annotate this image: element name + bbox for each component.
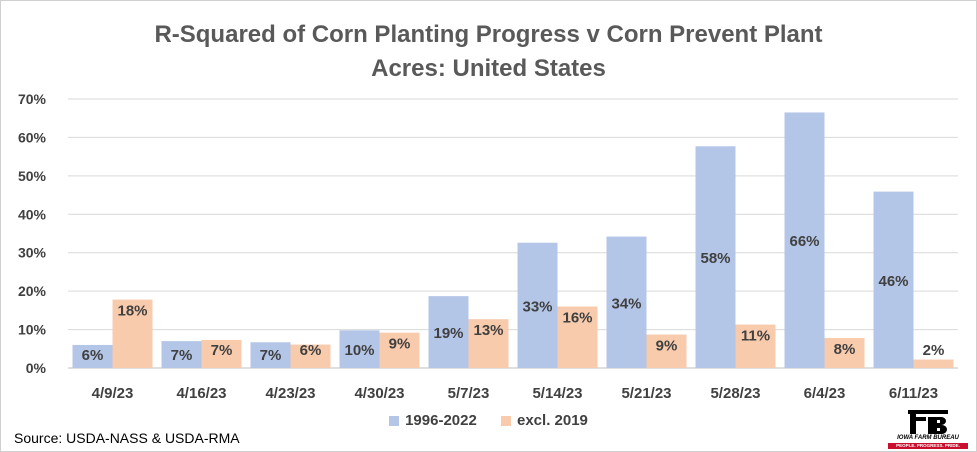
bar-base-4 [428,296,469,368]
chart-title-line-1: R-Squared of Corn Planting Progress v Co… [154,21,823,48]
data-label: 18% [117,303,147,320]
x-tick-label: 4/30/23 [354,385,404,402]
data-label: 9% [656,338,678,355]
legend-swatch-excl-2019 [501,415,511,426]
data-label: 16% [562,310,592,327]
bar-excl-1 [201,339,242,368]
data-label: 34% [611,295,641,312]
legend-label-1996-2022: 1996-2022 [405,412,477,429]
data-label: 7% [211,342,233,359]
y-tick-label: 70% [18,91,47,107]
x-tick-label: 4/9/23 [92,385,134,402]
data-label: 58% [700,250,730,267]
x-tick-label: 6/11/23 [889,385,938,402]
data-label: 7% [171,347,193,364]
chart-title-line-2: Acres: United States [371,55,606,82]
bar-excl-4 [468,319,509,368]
source-note: Source: USDA-NASS & USDA-RMA [14,430,240,446]
data-label: 66% [789,233,819,250]
legend: 1996-2022 excl. 2019 [0,412,977,430]
y-tick-label: 0% [26,360,47,376]
data-label: 8% [834,341,856,358]
bar-base-7 [695,146,736,368]
y-tick-label: 20% [18,283,47,299]
bar-excl-6 [646,334,687,368]
x-tick-label: 6/4/23 [804,385,846,402]
x-tick-label: 5/28/23 [710,385,760,402]
bar-excl-7 [735,324,776,368]
x-tick-label: 5/14/23 [532,385,582,402]
fb-logo-icon [908,410,948,434]
bar-base-0 [72,344,113,368]
x-tick-label: 5/7/23 [448,385,490,402]
x-tick-label: 4/23/23 [265,385,315,402]
bar-excl-0 [112,299,153,368]
y-tick-label: 10% [18,322,47,338]
data-label: 33% [522,298,552,315]
y-tick-label: 50% [18,168,47,184]
x-tick-label: 4/16/23 [176,385,226,402]
y-tick-label: 30% [18,245,47,261]
bar-base-5 [517,242,558,368]
bar-excl-8 [824,338,865,368]
bar-base-1 [161,341,202,368]
bar-excl-5 [557,306,598,368]
data-label: 10% [344,342,374,359]
data-label: 7% [260,347,282,364]
bar-excl-2 [290,344,331,368]
bar-base-3 [339,330,380,368]
data-label: 6% [300,342,322,359]
data-label: 11% [741,328,770,345]
data-label: 9% [389,336,411,353]
bar-base-6 [606,236,647,368]
bar-base-8 [784,112,825,368]
logo-name-text: IOWA FARM BUREAU [897,435,959,441]
legend-item-1996-2022: 1996-2022 [389,412,477,429]
chart-title: R-Squared of Corn Planting Progress v Co… [0,18,977,86]
data-label: 2% [923,342,945,359]
bar-excl-9 [913,359,954,368]
data-label: 13% [473,322,503,339]
y-tick-label: 60% [18,129,47,145]
legend-label-excl-2019: excl. 2019 [517,412,588,429]
logo-tagline-text: PEOPLE. PROGRESS. PRIDE. [888,443,968,449]
data-label: 6% [82,347,104,364]
y-tick-label: 40% [18,206,47,222]
bar-excl-3 [379,332,420,368]
legend-item-excl-2019: excl. 2019 [501,412,588,429]
iowa-farm-bureau-logo: IOWA FARM BUREAU PEOPLE. PROGRESS. PRIDE… [888,408,968,450]
bar-base-2 [250,342,291,368]
data-label: 46% [878,273,908,290]
x-tick-label: 5/21/23 [621,385,671,402]
bar-base-9 [873,191,914,368]
data-label: 19% [433,325,463,342]
legend-swatch-1996-2022 [389,415,400,426]
